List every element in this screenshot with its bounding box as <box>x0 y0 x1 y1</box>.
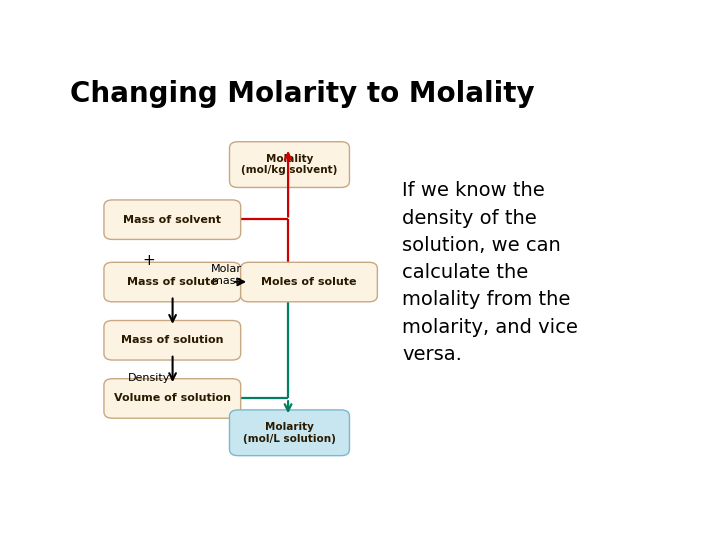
FancyBboxPatch shape <box>104 321 240 360</box>
FancyBboxPatch shape <box>104 262 240 302</box>
Text: Molar
mass: Molar mass <box>211 264 242 286</box>
FancyBboxPatch shape <box>230 410 349 456</box>
FancyBboxPatch shape <box>104 379 240 418</box>
Text: Volume of solution: Volume of solution <box>114 394 231 403</box>
Text: Changing Molarity to Molality: Changing Molarity to Molality <box>70 80 534 108</box>
FancyBboxPatch shape <box>240 262 377 302</box>
Text: Mass of solution: Mass of solution <box>121 335 223 345</box>
Text: Molarity
(mol/L solution): Molarity (mol/L solution) <box>243 422 336 443</box>
Text: Mass of solvent: Mass of solvent <box>123 215 221 225</box>
Text: +: + <box>143 253 155 268</box>
Text: Molality
(mol/kg solvent): Molality (mol/kg solvent) <box>241 154 338 176</box>
Text: Moles of solute: Moles of solute <box>261 277 357 287</box>
FancyBboxPatch shape <box>230 141 349 187</box>
Text: If we know the
density of the
solution, we can
calculate the
molality from the
m: If we know the density of the solution, … <box>402 181 578 364</box>
Text: Density: Density <box>127 373 170 383</box>
Text: Mass of solute: Mass of solute <box>127 277 217 287</box>
FancyBboxPatch shape <box>104 200 240 239</box>
